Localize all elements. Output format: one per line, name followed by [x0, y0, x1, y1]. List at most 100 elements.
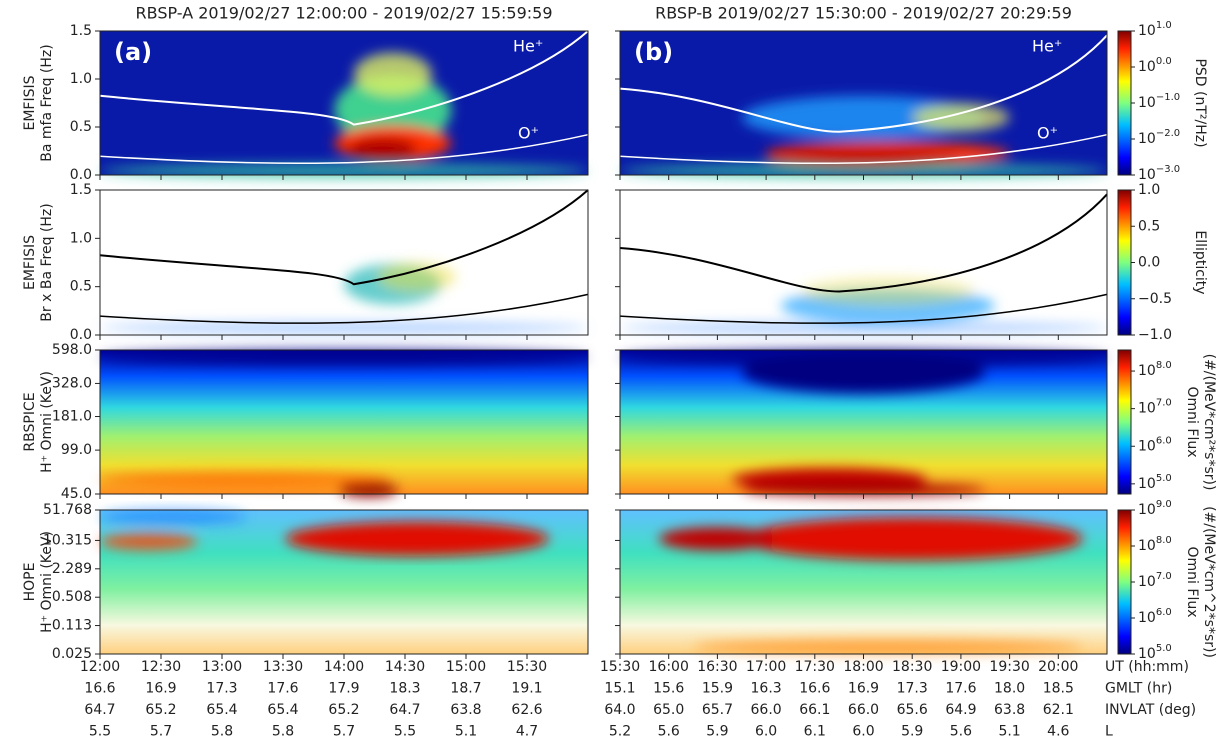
- x-tick-label: 65.4: [267, 702, 298, 718]
- colorbar-tick-exponent: 5.0: [1156, 643, 1172, 654]
- y-tick-label: 10.315: [43, 532, 92, 548]
- x-tick-label: 15:30: [600, 659, 640, 675]
- x-tick-label: 62.1: [1043, 702, 1074, 718]
- x-tick-label: 15:30: [507, 659, 547, 675]
- colorbar-tick-exponent: 8.0: [1156, 535, 1172, 546]
- x-tick-label: 20:00: [1038, 659, 1078, 675]
- cutoff-curve: [619, 34, 1108, 133]
- spectrogram-background: [100, 350, 588, 494]
- x-tick-label: 16.3: [751, 681, 782, 697]
- spectrogram-blob: [800, 277, 976, 306]
- spectrogram-blob: [100, 350, 588, 365]
- spectrogram-blob: [100, 163, 588, 178]
- x-tick-label: 5.9: [901, 724, 923, 740]
- colorbar-tick-label: 107.0: [1138, 398, 1172, 417]
- x-tick-label: 66.0: [751, 702, 782, 718]
- x-tick-label: 16:30: [697, 659, 737, 675]
- colorbar-tick-exponent: 7.0: [1156, 571, 1172, 582]
- colorbar-tick-exponent: −2.0: [1156, 128, 1180, 139]
- colorbar-tick-exponent: −3.0: [1156, 164, 1180, 175]
- column-title: RBSP-B 2019/02/27 15:30:00 - 2019/02/27 …: [655, 4, 1072, 23]
- x-tick-label: 64.7: [84, 702, 115, 718]
- x-tick-label: 5.6: [950, 724, 972, 740]
- x-tick-label: 64.9: [945, 702, 976, 718]
- colorbar-tick-label: −0.5: [1138, 291, 1172, 307]
- y-tick-label: 51.768: [43, 502, 92, 518]
- spectrogram-blob: [620, 163, 1107, 178]
- y-tick-label: 328.0: [52, 375, 92, 391]
- colorbar-tick-exponent: 1.0: [1156, 20, 1172, 31]
- spectrogram-blob: [100, 510, 247, 525]
- spectrogram-blob: [100, 472, 393, 487]
- spectrogram-features: [100, 262, 588, 334]
- colorbar-tick-exponent: 7.0: [1156, 398, 1172, 409]
- colorbar-tick-label: 108.0: [1138, 535, 1172, 554]
- colorbar-tick-base: 10: [1138, 502, 1156, 518]
- colorbar-tick-base: 10: [1138, 131, 1156, 147]
- colorbar-tick-base: 10: [1138, 438, 1156, 454]
- colorbar-tick-exponent: 9.0: [1156, 499, 1172, 510]
- colorbar-tick-label: 106.0: [1138, 607, 1172, 626]
- x-tick-label: 65.2: [328, 702, 359, 718]
- x-tick-label: 18.0: [994, 681, 1025, 697]
- colorbar-tick-label: 10−3.0: [1138, 164, 1180, 183]
- spectrogram-blob: [658, 527, 776, 551]
- x-tick-label: 6.0: [755, 724, 777, 740]
- x-tick-label: 18:30: [892, 659, 932, 675]
- y-axis-label: Ba mfa Freq (Hz): [39, 44, 55, 161]
- x-tick-label: 65.6: [897, 702, 928, 718]
- x-tick-label: 19:30: [989, 659, 1029, 675]
- colorbar-label: Ellipticity: [1192, 230, 1208, 294]
- colorbar-tick-label: −1.0: [1138, 327, 1172, 343]
- spectrogram-blob: [766, 149, 961, 167]
- y-tick-label: 598.0: [52, 342, 92, 358]
- x-tick-label: 17:30: [795, 659, 835, 675]
- spectrogram-features: [100, 510, 549, 557]
- x-tick-label: 65.7: [702, 702, 733, 718]
- colorbar-tick-base: 10: [1138, 646, 1156, 662]
- colorbar-tick-label: 10−1.0: [1138, 92, 1180, 111]
- y-axis-label: H⁺ Omni (KeV): [39, 531, 55, 633]
- y-tick-label: 1.0: [70, 230, 92, 246]
- x-tick-label: 15.6: [653, 681, 684, 697]
- y-tick-label: 0.113: [52, 618, 92, 634]
- x-tick-label: 66.1: [799, 702, 830, 718]
- x-tick-label: 17.6: [945, 681, 976, 697]
- cutoff-curve: [99, 30, 589, 126]
- x-tick-label: 5.5: [394, 724, 416, 740]
- column-title: RBSP-A 2019/02/27 12:00:00 - 2019/02/27 …: [136, 4, 553, 23]
- x-tick-label: 65.2: [145, 702, 176, 718]
- x-tick-label: 17.3: [206, 681, 237, 697]
- spectrogram-features: [620, 95, 1107, 178]
- x-tick-label: 14:00: [324, 659, 364, 675]
- spectrogram-blob: [100, 533, 198, 551]
- y-tick-label: 1.5: [70, 23, 92, 39]
- colorbar-tick-base: 10: [1138, 476, 1156, 492]
- x-tick-label: 18:00: [843, 659, 883, 675]
- y-axis-label: EMFISIS: [22, 75, 38, 130]
- spectrogram-blob: [353, 52, 432, 96]
- cutoff-curve: [619, 133, 1108, 164]
- x-tick-label: 66.0: [848, 702, 879, 718]
- cutoff-curve: [99, 189, 589, 286]
- spectrogram-blob: [741, 95, 986, 139]
- colorbar-label: (#/(MeV*cm^2*s*sr)): [1201, 506, 1217, 658]
- y-axis-label: EMFISIS: [22, 235, 38, 290]
- y-tick-label: 99.0: [61, 442, 92, 458]
- colorbar-tick-label: 1.0: [1138, 182, 1160, 198]
- x-tick-label: 18.5: [1043, 681, 1074, 697]
- x-tick-label: 17.6: [267, 681, 298, 697]
- y-tick-label: 1.0: [70, 71, 92, 87]
- x-tick-label: 65.4: [206, 702, 237, 718]
- colorbar-label: Omni Flux: [1184, 387, 1200, 458]
- colorbar-tick-base: 10: [1138, 95, 1156, 111]
- colorbar-tick-base: 10: [1138, 59, 1156, 75]
- annotation: He⁺: [1032, 37, 1062, 56]
- y-tick-label: 1.5: [70, 182, 92, 198]
- colorbar-tick-base: 10: [1138, 167, 1156, 183]
- colorbar-tick-base: 10: [1138, 401, 1156, 417]
- x-tick-label: 5.5: [89, 724, 111, 740]
- colorbar-tick-base: 10: [1138, 363, 1156, 379]
- x-tick-label: 64.0: [604, 702, 635, 718]
- spectrogram-blob: [334, 74, 452, 147]
